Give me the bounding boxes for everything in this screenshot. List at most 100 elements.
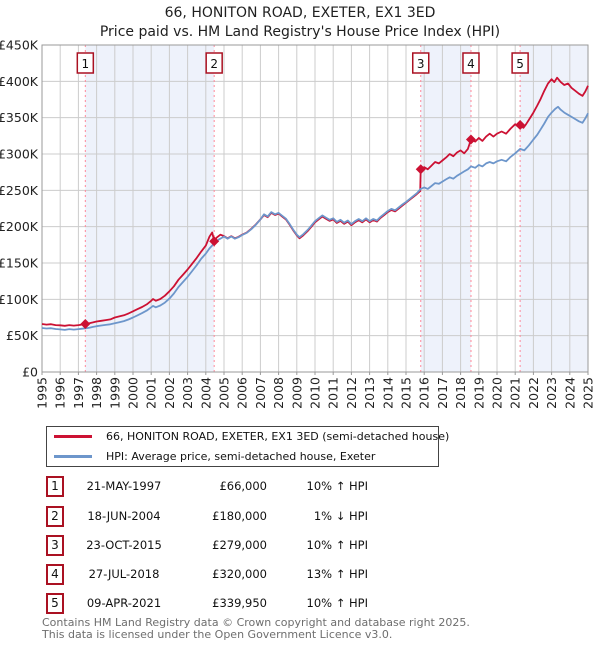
sale-number-text: 1 [81,57,89,71]
sale-point-marker [80,319,91,330]
price-history-chart: 1 2 3 4 5 £0 £50K £100K £150K £200K £250K £300K £350… [0,38,596,409]
table-row: 5 09-APR-2021 £339,950 10% ↑ HPI [0,593,600,614]
x-axis-label: 2000 [126,377,141,409]
sale-price: £320,000 [212,567,267,581]
y-axis-label: £400K [0,74,39,89]
x-axis-label: 1997 [71,377,86,409]
x-axis-label: 2024 [562,377,577,409]
x-axis-label: 2016 [417,377,432,409]
x-axis-label: 2017 [435,377,450,409]
sale-date: 27-JUL-2018 [88,567,160,581]
footer-line-1: Contains HM Land Registry data © Crown c… [42,616,470,629]
sale-number-box [76,52,95,74]
x-axis-label: 2022 [526,377,541,409]
x-axis-label: 2001 [144,377,159,409]
chart-legend: 66, HONITON ROAD, EXETER, EX1 3ED (semi-… [46,426,449,467]
footer-line-2: This data is licensed under the Open Gov… [42,627,393,641]
license-footer: Contains HM Land Registry data © Crown c… [42,617,598,640]
sale-number-badge: 3 [46,535,64,556]
x-axis-label: 1998 [89,377,104,409]
sale-number-box [511,52,529,74]
sale-number-text: 4 [467,57,475,71]
sale-number-text: 3 [417,57,425,71]
legend-row-hpi: HPI: Average price, semi-detached house,… [47,449,438,465]
sale-date: 09-APR-2021 [86,596,162,610]
y-axis-label: £150K [0,256,39,271]
ownership-period-band [85,45,215,372]
y-axis-label: £100K [0,292,39,307]
x-axis-label: 2025 [581,377,596,409]
y-axis-label: £50K [6,328,39,343]
legend-label-property: 66, HONITON ROAD, EXETER, EX1 3ED (semi-… [106,430,450,443]
table-row: 4 27-JUL-2018 £320,000 13% ↑ HPI [0,564,600,585]
sale-number-badge: 2 [46,506,64,527]
sale-number-badge: 4 [46,564,64,585]
sale-price: £66,000 [219,479,267,493]
table-row: 1 21-MAY-1997 £66,000 10% ↑ HPI [0,476,600,497]
sale-hpi-delta: 13% ↑ HPI [306,567,368,581]
sale-point-marker [465,134,476,145]
sale-hpi-delta: 1% ↓ HPI [313,509,368,523]
sale-number-box [205,52,223,74]
x-axis-label: 2004 [198,377,213,409]
property-line-swatch [54,435,92,438]
x-axis-label: 2003 [180,377,195,409]
sale-number-box [411,52,430,74]
x-axis-label: 2011 [326,377,341,409]
x-axis-label: 2008 [271,377,286,409]
sale-number-text: 5 [516,57,524,71]
sale-point-marker [209,236,220,247]
sale-number-badge: 1 [46,476,64,497]
x-axis-label: 1996 [53,377,68,409]
x-axis-label: 2019 [471,377,486,409]
y-axis-label: £450K [0,38,39,53]
x-axis-label: 2015 [399,377,414,409]
x-axis-label: 2002 [162,377,177,409]
hpi-line [41,105,589,331]
sale-number-badge: 5 [46,593,64,614]
x-axis-label: 2009 [289,377,304,409]
sale-hpi-delta: 10% ↑ HPI [306,479,368,493]
x-axis-label: 2020 [490,377,505,409]
ownership-period-band [520,45,588,372]
legend-label-hpi: HPI: Average price, semi-detached house,… [106,450,376,463]
sale-price: £180,000 [212,509,267,523]
legend-row-property: 66, HONITON ROAD, EXETER, EX1 3ED (semi-… [47,429,449,445]
y-axis-label: £250K [0,183,39,198]
page-title: 66, HONITON ROAD, EXETER, EX1 3ED [164,5,436,21]
property-price-line [41,76,589,327]
sale-hpi-delta: 10% ↑ HPI [306,596,368,610]
sale-date: 18-JUN-2004 [87,509,161,523]
x-axis-label: 2014 [380,377,395,409]
x-axis-label: 2006 [235,377,250,409]
table-row: 2 18-JUN-2004 £180,000 1% ↓ HPI [0,506,600,527]
ownership-period-band [420,45,471,372]
x-axis-label: 2012 [344,377,359,409]
sale-point-marker [415,164,426,175]
sale-price: £279,000 [212,538,267,552]
x-axis-label: 2007 [253,377,268,409]
sale-date: 23-OCT-2015 [86,538,162,552]
y-axis-label: £350K [0,110,39,125]
x-axis-label: 2023 [544,377,559,409]
sale-number-box [462,52,480,74]
x-axis-label: 2010 [308,377,323,409]
sale-number-text: 2 [210,57,218,71]
sale-price: £339,950 [212,596,267,610]
x-axis-label: 1999 [107,377,122,409]
table-row: 3 23-OCT-2015 £279,000 10% ↑ HPI [0,535,600,556]
sale-date: 21-MAY-1997 [86,479,162,493]
x-axis-label: 2013 [362,377,377,409]
y-axis-label: £200K [0,219,39,234]
sale-point-marker [515,119,526,130]
sale-hpi-delta: 10% ↑ HPI [306,538,368,552]
x-axis-label: 2018 [453,377,468,409]
x-axis-label: 1995 [35,377,50,409]
x-axis-label: 2021 [508,377,523,409]
plot-border [41,44,589,373]
y-axis-label: £0 [22,365,38,380]
page-subtitle: Price paid vs. HM Land Registry's House … [99,24,501,40]
hpi-line-swatch [54,455,92,458]
y-axis-label: £300K [0,147,39,162]
